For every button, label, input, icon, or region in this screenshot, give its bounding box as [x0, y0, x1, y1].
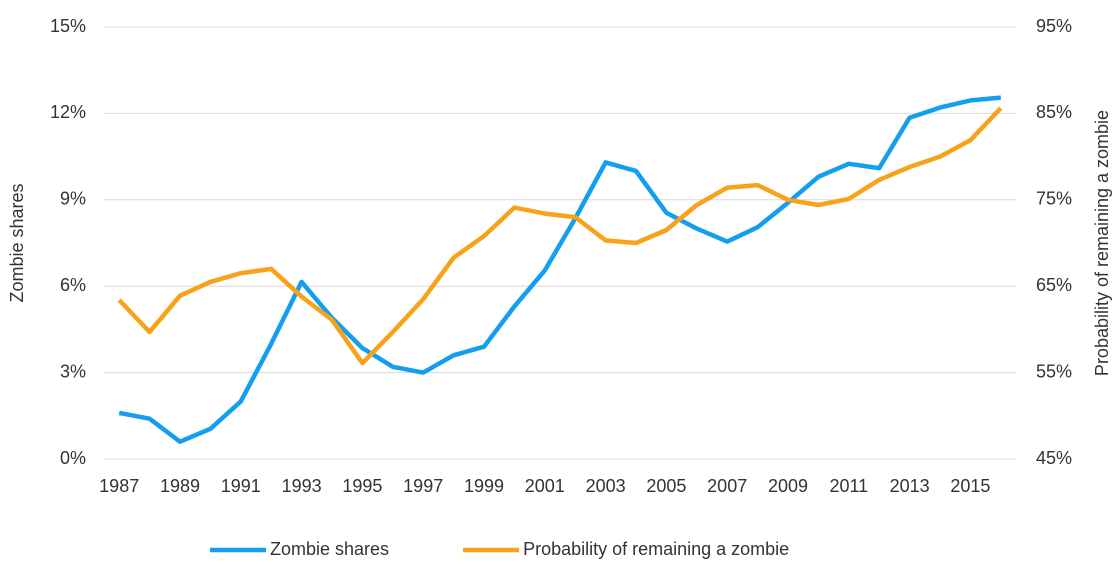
- x-tick-label: 2011: [829, 476, 868, 496]
- y2-tick-label: 85%: [1036, 102, 1072, 122]
- y-axis-title: Zombie shares: [7, 183, 27, 302]
- x-tick-label: 2007: [707, 476, 747, 496]
- x-tick-label: 2009: [768, 476, 808, 496]
- y2-tick-label: 45%: [1036, 448, 1072, 468]
- y2-tick-label: 75%: [1036, 189, 1072, 209]
- x-tick-label: 1987: [99, 476, 139, 496]
- x-tick-label: 1999: [464, 476, 504, 496]
- y-tick-label: 12%: [50, 102, 86, 122]
- series-line: [118, 95, 1002, 444]
- x-tick-label: 2003: [586, 476, 626, 496]
- y2-tick-label: 65%: [1036, 275, 1072, 295]
- y-tick-label: 0%: [60, 448, 86, 468]
- x-tick-label: 2001: [525, 476, 565, 496]
- x-tick-label: 2013: [890, 476, 930, 496]
- y2-tick-label: 95%: [1036, 16, 1072, 36]
- legend-label: Probability of remaining a zombie: [523, 539, 789, 559]
- x-tick-label: 1993: [282, 476, 322, 496]
- x-tick-label: 1989: [160, 476, 200, 496]
- x-tick-label: 1995: [342, 476, 382, 496]
- x-tick-label: 2005: [646, 476, 686, 496]
- y-tick-label: 15%: [50, 16, 86, 36]
- x-tick-label: 1991: [221, 476, 261, 496]
- y-tick-label: 3%: [60, 361, 86, 381]
- y2-tick-label: 55%: [1036, 361, 1072, 381]
- legend-label: Zombie shares: [270, 539, 389, 559]
- x-tick-label: 2015: [950, 476, 990, 496]
- y2-axis-title: Probability of remaining a zombie: [1092, 110, 1112, 376]
- y-tick-label: 9%: [60, 189, 86, 209]
- series-line: [117, 106, 1003, 366]
- y-tick-label: 6%: [60, 275, 86, 295]
- x-tick-label: 1997: [403, 476, 443, 496]
